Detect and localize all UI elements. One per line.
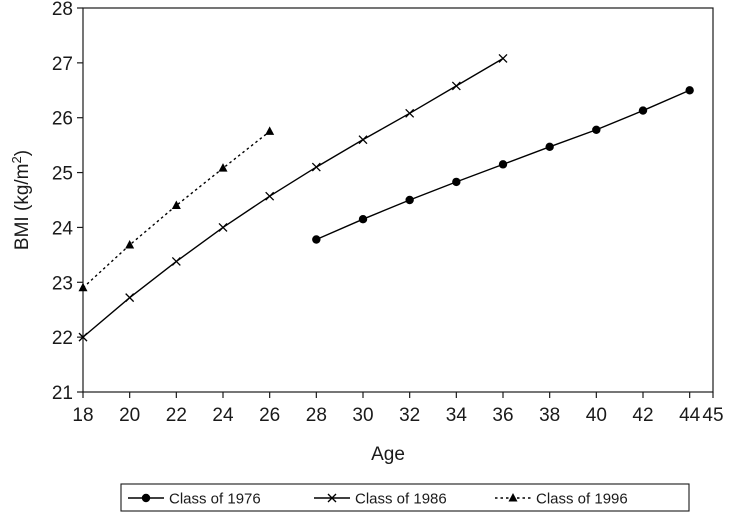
x-tick-label: 30	[352, 405, 373, 426]
legend-marker	[327, 493, 337, 503]
legend-entry-class-of-1996: Class of 1996	[495, 491, 628, 508]
series-class-of-1996	[78, 126, 275, 292]
x-tick-label: 18	[72, 405, 93, 426]
plot-area: 21 22 23 24 25 26 27 28 18 20 22 24 26 28 30 32 34 36 38 40…	[52, 0, 724, 426]
legend-entry-class-of-1986: Class of 1986	[314, 491, 447, 508]
x-tick-label: 38	[539, 405, 560, 426]
data-point	[638, 106, 648, 115]
data-point	[312, 235, 321, 244]
data-point	[218, 163, 228, 172]
x-tick-label: 36	[492, 405, 513, 426]
legend-label: Class of 1986	[355, 491, 447, 508]
x-tick-label: 24	[212, 405, 234, 426]
y-tick-label: 27	[52, 54, 73, 75]
y-tick-label: 24	[52, 218, 74, 239]
plot-frame	[82, 7, 714, 393]
y-axis-label: BMI (kg/m2)	[9, 150, 33, 250]
data-point	[545, 142, 554, 151]
series-line-class-of-1986	[82, 57, 504, 338]
x-tick-label: 44	[679, 405, 701, 426]
data-point	[265, 126, 275, 135]
y-tick-label: 25	[52, 164, 73, 185]
y-tick-label: 28	[52, 0, 73, 20]
y-tick-label: 22	[52, 328, 73, 349]
data-point	[78, 332, 88, 342]
data-point	[405, 195, 414, 205]
data-point	[125, 293, 135, 303]
x-tick-label: 40	[586, 405, 607, 426]
legend-label: Class of 1996	[536, 491, 628, 508]
x-tick-label: 42	[632, 405, 653, 426]
x-axis-title: Age	[371, 444, 405, 465]
legend-label: Class of 1976	[169, 491, 261, 508]
x-tick-label: 45	[702, 405, 723, 426]
data-point	[358, 135, 368, 145]
data-point	[311, 162, 321, 172]
data-point	[125, 239, 135, 249]
legend-entry-class-of-1976: Class of 1976	[128, 491, 261, 508]
data-point	[218, 222, 228, 232]
series-class-of-1976	[312, 86, 694, 244]
legend-marker	[141, 493, 151, 503]
data-point	[405, 108, 415, 118]
x-tick-label: 20	[119, 405, 140, 426]
data-point	[171, 200, 181, 209]
data-point	[452, 177, 461, 187]
series-line-class-of-1996	[82, 130, 271, 289]
x-tick-label: 28	[306, 405, 327, 426]
data-point	[358, 215, 368, 224]
data-point	[498, 54, 508, 63]
data-point	[498, 160, 508, 169]
y-axis-label-main: BMI (kg/m	[12, 164, 33, 251]
x-tick-label: 26	[259, 405, 280, 426]
y-tick-label: 23	[52, 273, 73, 294]
y-tick-label: 26	[52, 109, 73, 130]
legend-box	[120, 483, 690, 512]
data-point	[685, 86, 694, 95]
data-point	[592, 125, 601, 134]
y-tick-label: 21	[52, 383, 73, 404]
x-tick-label: 32	[399, 405, 420, 426]
y-axis-label-end: )	[12, 150, 33, 156]
data-point	[265, 191, 275, 201]
legend: Class of 1976 Class of 1986 Class of 1996	[120, 483, 690, 512]
x-tick-label: 22	[166, 405, 187, 426]
data-point	[171, 256, 181, 266]
y-axis-title: BMI (kg/m2)	[9, 150, 33, 250]
data-point	[451, 81, 461, 91]
series-class-of-1986	[78, 54, 508, 342]
data-point	[78, 282, 88, 292]
x-tick-label: 34	[446, 405, 468, 426]
y-axis-label-superscript: 2	[9, 156, 24, 163]
legend-marker	[508, 493, 518, 502]
